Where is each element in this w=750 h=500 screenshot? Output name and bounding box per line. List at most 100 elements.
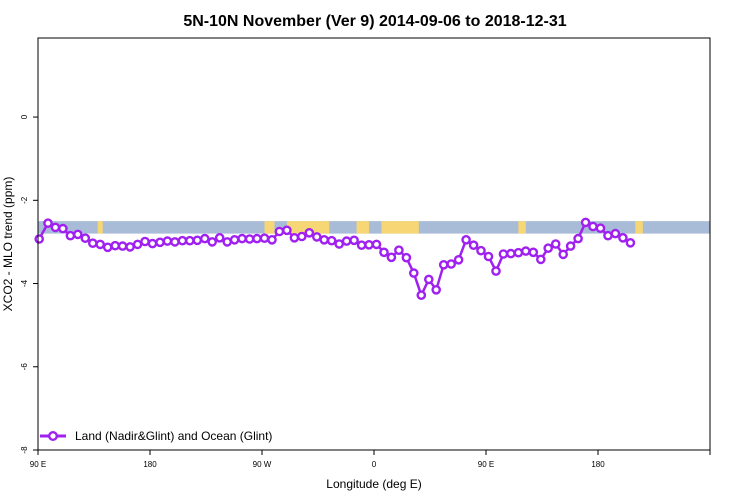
data-point — [80, 233, 91, 243]
data-point — [319, 234, 330, 245]
data-point — [476, 245, 486, 256]
data-point — [244, 234, 255, 244]
data-point — [386, 252, 397, 263]
data-point — [371, 239, 382, 250]
land-patch-4 — [381, 221, 419, 234]
data-point — [34, 234, 45, 244]
x-tick-label: 180 — [143, 460, 157, 469]
data-point — [438, 259, 449, 270]
y-axis: 0 -2 -4 -6 -8 — [20, 114, 38, 454]
data-point — [483, 251, 494, 262]
y-tick-label: -4 — [20, 279, 29, 287]
data-point — [349, 235, 359, 246]
series-layer — [34, 217, 636, 301]
data-point — [73, 229, 83, 240]
data-point — [50, 222, 61, 233]
data-point — [259, 233, 270, 243]
data-point — [192, 235, 203, 246]
data-point — [558, 249, 569, 260]
y-tick-label: -6 — [20, 363, 29, 371]
data-point — [394, 245, 404, 255]
data-point — [311, 232, 322, 242]
data-point — [162, 236, 173, 246]
data-point — [610, 228, 621, 239]
data-point — [140, 236, 150, 247]
land-patch-5 — [518, 221, 526, 234]
data-point — [102, 242, 113, 253]
data-point — [125, 242, 135, 252]
data-point — [595, 223, 606, 233]
data-point — [573, 233, 583, 244]
data-point — [58, 223, 68, 234]
data-point — [364, 239, 374, 250]
land-patch-2 — [286, 221, 330, 234]
data-point — [199, 233, 210, 244]
data-point — [423, 274, 434, 285]
data-point — [214, 232, 225, 243]
data-point — [65, 230, 76, 241]
data-point — [416, 290, 427, 301]
data-point — [170, 237, 180, 247]
x-axis-label: Longitude (deg E) — [326, 477, 421, 491]
data-point — [536, 254, 546, 265]
data-point — [184, 235, 195, 246]
chart-title: 5N-10N November (Ver 9) 2014-09-06 to 20… — [183, 13, 566, 30]
data-point — [110, 240, 120, 251]
data-point — [513, 247, 524, 258]
data-point — [132, 239, 143, 250]
data-point — [468, 240, 479, 250]
data-point — [461, 234, 471, 245]
data-point — [326, 235, 337, 246]
data-point — [207, 237, 217, 247]
y-axis-label: XCO2 - MLO trend (ppm) — [1, 177, 15, 312]
data-point — [43, 218, 53, 228]
data-point — [282, 225, 292, 236]
data-point — [580, 217, 591, 228]
data-point — [267, 234, 277, 245]
data-point — [274, 226, 285, 237]
data-point — [528, 247, 539, 258]
y-tick-label: 0 — [20, 114, 29, 119]
legend-label: Land (Nadir&Glint) and Ocean (Glint) — [75, 429, 272, 443]
legend-marker — [48, 431, 59, 442]
land-patch-3 — [356, 221, 370, 234]
data-point — [95, 239, 105, 250]
data-point — [431, 284, 442, 295]
ocean-band — [38, 221, 710, 234]
y-tick-label: -2 — [20, 196, 29, 204]
x-tick-label: 90 W — [253, 460, 272, 469]
data-point — [588, 221, 598, 232]
land-patch-1 — [264, 221, 275, 234]
data-point — [618, 232, 628, 243]
map-band — [38, 221, 710, 234]
data-point — [565, 241, 576, 251]
x-axis: 90 E 180 90 W 0 90 E 180 — [30, 450, 711, 469]
data-point — [379, 247, 389, 258]
data-point — [88, 238, 98, 248]
data-point — [625, 237, 636, 248]
data-point — [222, 237, 232, 247]
data-point — [491, 266, 501, 276]
data-point — [229, 234, 240, 245]
x-tick-label: 0 — [372, 460, 377, 469]
data-point — [453, 254, 464, 265]
data-point — [117, 241, 128, 251]
data-point — [401, 252, 412, 263]
x-tick-label: 90 E — [30, 460, 46, 469]
legend: Land (Nadir&Glint) and Ocean (Glint) — [40, 429, 272, 443]
data-point — [147, 238, 158, 249]
data-point — [334, 239, 345, 249]
x-tick-label: 90 E — [478, 460, 494, 469]
land-patch-0 — [97, 221, 103, 234]
data-point — [341, 236, 352, 246]
data-point — [550, 239, 561, 249]
data-point — [177, 235, 188, 246]
data-point — [506, 248, 516, 259]
data-point — [446, 259, 457, 269]
data-point — [289, 232, 300, 243]
data-point — [237, 233, 247, 244]
data-point — [304, 227, 315, 238]
data-point — [155, 237, 165, 248]
